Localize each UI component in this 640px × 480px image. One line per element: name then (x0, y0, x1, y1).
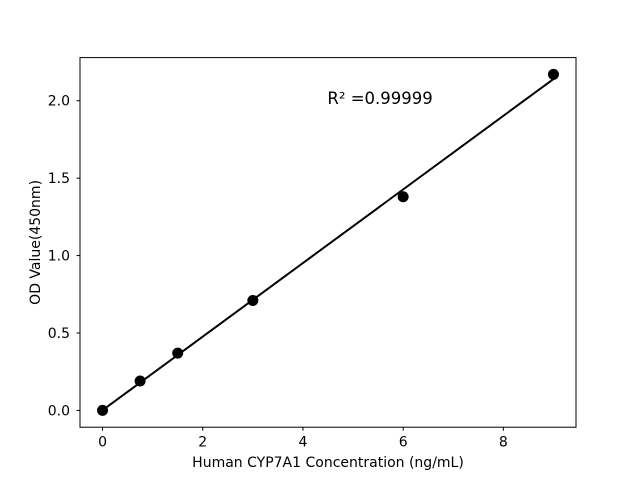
data-point (547, 68, 559, 80)
x-tick-label: 6 (399, 435, 408, 451)
x-axis-label: Human CYP7A1 Concentration (ng/mL) (192, 455, 464, 471)
data-point (172, 347, 184, 359)
plot-frame (79, 57, 577, 428)
x-tick-label: 8 (499, 435, 508, 451)
x-tick-label: 0 (98, 435, 107, 451)
x-tick-label: 2 (198, 435, 207, 451)
data-point (397, 191, 409, 203)
y-tick-label: 1.0 (48, 249, 70, 265)
y-tick-label: 1.5 (48, 171, 70, 187)
plot-area: 0 2 4 6 8 0.0 0.5 1.0 1.5 2.0 (48, 57, 577, 451)
y-tick-label: 2.0 (48, 94, 70, 110)
y-tick-label: 0.5 (48, 326, 70, 342)
y-tick-label: 0.0 (48, 403, 70, 419)
data-point (97, 404, 109, 416)
fit-line (101, 78, 555, 412)
r-squared-annotation: R² =0.99999 (327, 89, 432, 108)
y-axis-label: OD Value(450nm) (28, 180, 44, 305)
data-point (247, 294, 259, 306)
data-point (134, 375, 146, 387)
x-tick-label: 4 (298, 435, 307, 451)
